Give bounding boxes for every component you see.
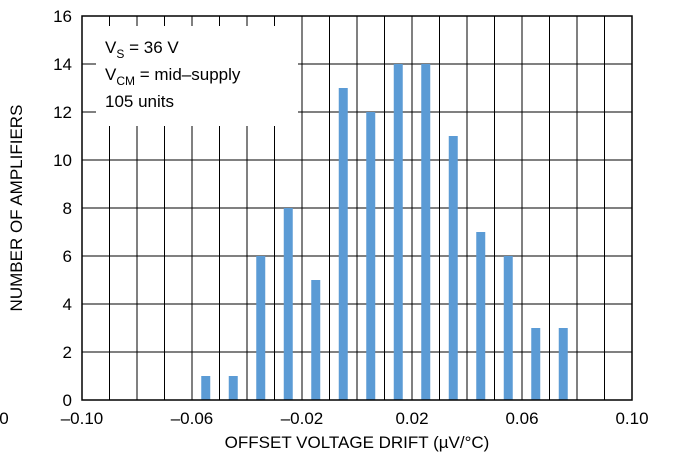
histogram-bar bbox=[311, 280, 321, 400]
left-edge-label: 0 bbox=[0, 409, 9, 428]
y-tick-label: 16 bbox=[53, 7, 72, 26]
histogram-bar bbox=[531, 328, 541, 400]
histogram-bar bbox=[228, 376, 238, 400]
histogram-bar bbox=[503, 256, 513, 400]
annotation-background bbox=[96, 26, 298, 126]
y-tick-label: 14 bbox=[53, 55, 72, 74]
x-axis-title: OFFSET VOLTAGE DRIFT (µV/°C) bbox=[225, 433, 490, 452]
y-tick-label: 6 bbox=[63, 247, 72, 266]
y-tick-label: 8 bbox=[63, 199, 72, 218]
histogram-bar bbox=[338, 88, 348, 400]
histogram-bar bbox=[448, 136, 458, 400]
x-tick-label: 0.10 bbox=[615, 409, 648, 428]
plot-frame bbox=[81, 15, 633, 401]
y-tick-label: 10 bbox=[53, 151, 72, 170]
histogram-bar bbox=[256, 256, 266, 400]
y-tick-label: 0 bbox=[63, 391, 72, 410]
y-tick-label: 2 bbox=[63, 343, 72, 362]
annotation-line-3: 105 units bbox=[105, 92, 174, 111]
histogram-bar bbox=[366, 112, 376, 400]
annotation-line-2: VCM = mid–supply bbox=[105, 65, 241, 88]
y-axis-title: NUMBER OF AMPLIFIERS bbox=[7, 105, 26, 312]
x-tick-label: 0.06 bbox=[505, 409, 538, 428]
annotation-line-1: VS = 36 V bbox=[105, 38, 179, 61]
y-tick-label: 12 bbox=[53, 103, 72, 122]
x-tick-labels: –0.10 –0.06 –0.02 0.02 0.06 0.10 bbox=[61, 409, 649, 428]
x-tick-label: 0.02 bbox=[395, 409, 428, 428]
x-tick-label: –0.06 bbox=[171, 409, 214, 428]
x-tick-label: –0.10 bbox=[61, 409, 104, 428]
y-tick-label: 4 bbox=[63, 295, 72, 314]
histogram-bar bbox=[558, 328, 568, 400]
bars bbox=[201, 64, 568, 400]
annotation-box: VS = 36 V VCM = mid–supply 105 units bbox=[96, 26, 298, 126]
histogram-bar bbox=[421, 64, 431, 400]
histogram-bar bbox=[476, 232, 486, 400]
histogram-bar bbox=[283, 208, 293, 400]
histogram-bar bbox=[393, 64, 403, 400]
histogram-bar bbox=[201, 376, 211, 400]
y-tick-labels: 0 2 4 6 8 10 12 14 16 bbox=[53, 7, 72, 410]
x-tick-label: –0.02 bbox=[281, 409, 324, 428]
